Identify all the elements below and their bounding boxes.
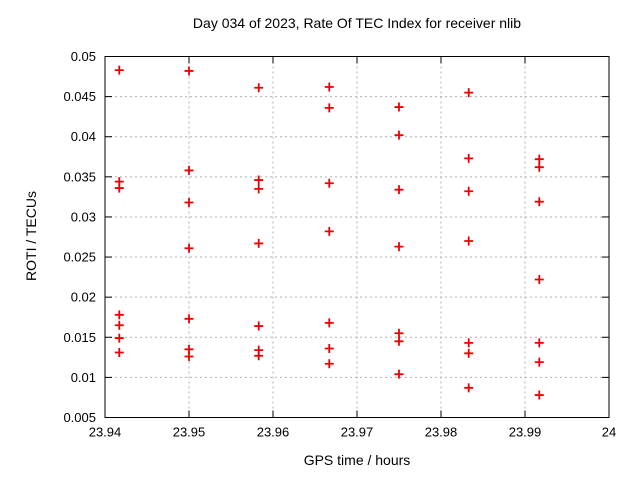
data-point-marker <box>114 348 124 358</box>
x-tick-label: 24 <box>602 425 616 440</box>
data-point-marker <box>184 198 194 208</box>
x-tick-label: 23.95 <box>173 425 206 440</box>
data-point-marker <box>394 242 404 252</box>
data-point-marker <box>184 66 194 76</box>
x-tick-label: 23.94 <box>89 425 122 440</box>
data-point-marker <box>254 238 264 248</box>
data-point-marker <box>394 328 404 338</box>
data-point-marker <box>394 130 404 140</box>
data-point-marker <box>464 153 474 163</box>
chart-title: Day 034 of 2023, Rate Of TEC Index for r… <box>192 15 522 31</box>
data-point-marker <box>184 314 194 324</box>
x-tick-label: 23.98 <box>425 425 458 440</box>
data-point-marker <box>534 390 544 400</box>
data-point-marker <box>184 352 194 362</box>
y-tick-label: 0.02 <box>71 290 96 305</box>
data-point-marker <box>534 162 544 172</box>
y-tick-label: 0.025 <box>63 250 96 265</box>
data-point-marker <box>254 321 264 331</box>
data-point-marker <box>534 275 544 285</box>
y-tick-label: 0.03 <box>71 209 96 224</box>
y-tick-label: 0.045 <box>63 89 96 104</box>
data-point-marker <box>534 197 544 207</box>
data-point-marker <box>324 226 334 236</box>
data-point-marker <box>184 165 194 175</box>
data-point-marker <box>324 82 334 92</box>
data-point-marker <box>394 336 404 346</box>
x-tick-label: 23.97 <box>341 425 374 440</box>
y-tick-label: 0.05 <box>71 49 96 64</box>
data-point-marker <box>534 357 544 367</box>
data-point-marker <box>534 338 544 348</box>
data-point-marker <box>114 183 124 193</box>
data-point-marker <box>324 359 334 369</box>
data-point-marker <box>114 320 124 330</box>
data-point-marker <box>254 83 264 93</box>
y-tick-label: 0.005 <box>63 410 96 425</box>
y-tick-label: 0.035 <box>63 169 96 184</box>
data-point-marker <box>464 236 474 246</box>
data-point-marker <box>464 338 474 348</box>
data-point-marker <box>254 351 264 361</box>
data-point-marker <box>394 185 404 195</box>
data-point-marker <box>464 348 474 358</box>
x-tick-label: 23.96 <box>257 425 290 440</box>
data-point-marker <box>464 383 474 393</box>
data-point-marker <box>394 102 404 112</box>
data-point-marker <box>324 103 334 113</box>
data-point-marker <box>394 369 404 379</box>
data-point-marker <box>254 184 264 194</box>
data-point-marker <box>324 178 334 188</box>
data-point-marker <box>184 243 194 253</box>
data-point-marker <box>254 175 264 185</box>
y-tick-label: 0.015 <box>63 330 96 345</box>
data-point-marker <box>324 318 334 328</box>
data-point-marker <box>464 186 474 196</box>
data-point-marker <box>114 65 124 75</box>
y-tick-label: 0.01 <box>71 370 96 385</box>
data-point-marker <box>114 333 124 343</box>
x-axis-label: GPS time / hours <box>303 452 411 468</box>
x-tick-label: 23.99 <box>509 425 542 440</box>
y-tick-label: 0.04 <box>71 129 96 144</box>
data-point-marker <box>114 310 124 320</box>
data-point-marker <box>324 344 334 354</box>
data-point-marker <box>464 88 474 98</box>
data-point-marker <box>534 154 544 164</box>
y-axis-label: ROTI / TECUs <box>23 191 39 281</box>
